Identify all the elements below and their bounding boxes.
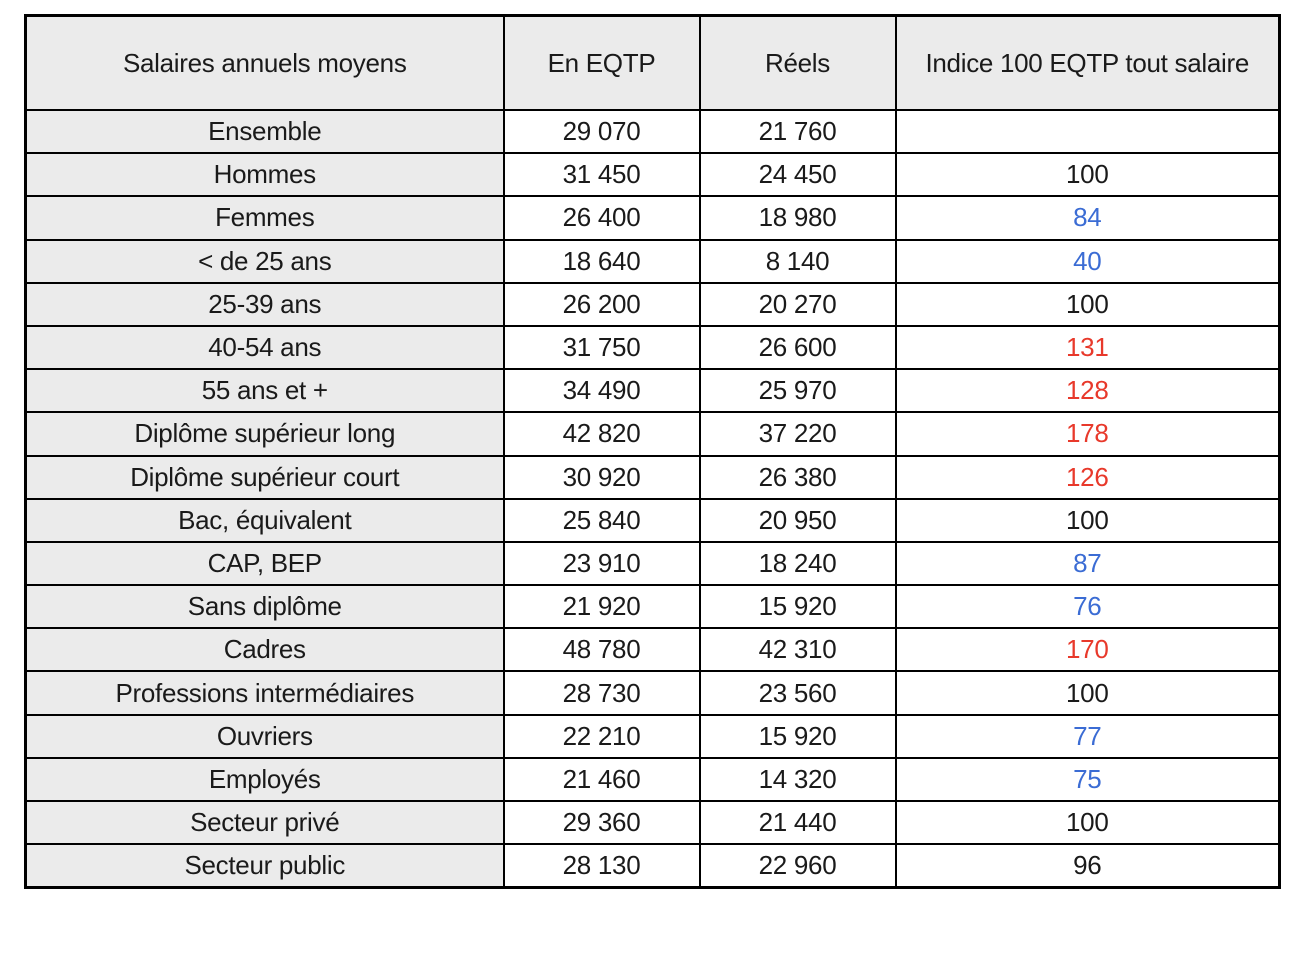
salary-table-container: Salaires annuels moyens En EQTP Réels In… xyxy=(24,14,1281,890)
indice-value: 87 xyxy=(894,540,1281,587)
table-row: 55 ans et + 34 490 25 970 128 xyxy=(24,368,1281,414)
eqtp-value: 18 640 xyxy=(502,238,701,284)
table-row: 25-39 ans 26 200 20 270 100 xyxy=(24,281,1281,327)
indice-value: 96 xyxy=(894,843,1281,889)
indice-value: 75 xyxy=(894,756,1281,803)
row-label: 25-39 ans xyxy=(24,281,505,327)
table-row: Diplôme supérieur long 42 820 37 220 178 xyxy=(24,411,1281,457)
column-header-reels: Réels xyxy=(698,14,897,111)
row-label: < de 25 ans xyxy=(24,238,505,284)
reels-value: 18 240 xyxy=(698,540,897,587)
row-label: 55 ans et + xyxy=(24,368,505,414)
eqtp-value: 29 360 xyxy=(502,799,701,846)
reels-value: 21 760 xyxy=(698,108,897,155)
eqtp-value: 42 820 xyxy=(502,411,701,457)
reels-value: 15 920 xyxy=(698,584,897,630)
reels-value: 20 950 xyxy=(698,497,897,543)
eqtp-value: 28 130 xyxy=(502,843,701,889)
row-label: Professions intermédiaires xyxy=(24,670,505,716)
row-label: 40-54 ans xyxy=(24,324,505,371)
indice-value: 100 xyxy=(894,799,1281,846)
reels-value: 23 560 xyxy=(698,670,897,716)
row-label: Ensemble xyxy=(24,108,505,155)
reels-value: 42 310 xyxy=(698,627,897,673)
table-row: Diplôme supérieur court 30 920 26 380 12… xyxy=(24,454,1281,500)
row-label: Diplôme supérieur long xyxy=(24,411,505,457)
eqtp-value: 25 840 xyxy=(502,497,701,543)
eqtp-value: 29 070 xyxy=(502,108,701,155)
table-row: Professions intermédiaires 28 730 23 560… xyxy=(24,670,1281,716)
indice-value: 131 xyxy=(894,324,1281,371)
indice-value: 100 xyxy=(894,152,1281,198)
indice-value: 100 xyxy=(894,670,1281,716)
eqtp-value: 34 490 xyxy=(502,368,701,414)
indice-value: 77 xyxy=(894,713,1281,759)
table-row: 40-54 ans 31 750 26 600 131 xyxy=(24,324,1281,371)
indice-value: 126 xyxy=(894,454,1281,500)
reels-value: 8 140 xyxy=(698,238,897,284)
table-row: Hommes 31 450 24 450 100 xyxy=(24,152,1281,198)
row-label: Employés xyxy=(24,756,505,803)
indice-value: 84 xyxy=(894,195,1281,241)
reels-value: 37 220 xyxy=(698,411,897,457)
row-label: Secteur privé xyxy=(24,799,505,846)
indice-value: 178 xyxy=(894,411,1281,457)
eqtp-value: 26 400 xyxy=(502,195,701,241)
eqtp-value: 48 780 xyxy=(502,627,701,673)
indice-value: 170 xyxy=(894,627,1281,673)
reels-value: 21 440 xyxy=(698,799,897,846)
indice-value: 128 xyxy=(894,368,1281,414)
table-row: Secteur public 28 130 22 960 96 xyxy=(24,843,1281,889)
table-row: Cadres 48 780 42 310 170 xyxy=(24,627,1281,673)
eqtp-value: 21 460 xyxy=(502,756,701,803)
eqtp-value: 31 750 xyxy=(502,324,701,371)
eqtp-value: 23 910 xyxy=(502,540,701,587)
table-row: Sans diplôme 21 920 15 920 76 xyxy=(24,584,1281,630)
row-label: Cadres xyxy=(24,627,505,673)
table-row: < de 25 ans 18 640 8 140 40 xyxy=(24,238,1281,284)
column-header-eqtp: En EQTP xyxy=(502,14,701,111)
row-label: Sans diplôme xyxy=(24,584,505,630)
indice-value: 40 xyxy=(894,238,1281,284)
row-label: Secteur public xyxy=(24,843,505,889)
reels-value: 26 380 xyxy=(698,454,897,500)
row-label: Bac, équivalent xyxy=(24,497,505,543)
eqtp-value: 28 730 xyxy=(502,670,701,716)
table-row: CAP, BEP 23 910 18 240 87 xyxy=(24,540,1281,587)
reels-value: 15 920 xyxy=(698,713,897,759)
table-row: Ouvriers 22 210 15 920 77 xyxy=(24,713,1281,759)
eqtp-value: 21 920 xyxy=(502,584,701,630)
reels-value: 25 970 xyxy=(698,368,897,414)
reels-value: 18 980 xyxy=(698,195,897,241)
column-header-indice: Indice 100 EQTP tout salaire xyxy=(894,14,1281,111)
row-label: Diplôme supérieur court xyxy=(24,454,505,500)
eqtp-value: 31 450 xyxy=(502,152,701,198)
table-row: Secteur privé 29 360 21 440 100 xyxy=(24,799,1281,846)
reels-value: 24 450 xyxy=(698,152,897,198)
indice-value: 76 xyxy=(894,584,1281,630)
reels-value: 20 270 xyxy=(698,281,897,327)
table-row: Femmes 26 400 18 980 84 xyxy=(24,195,1281,241)
eqtp-value: 30 920 xyxy=(502,454,701,500)
reels-value: 26 600 xyxy=(698,324,897,371)
eqtp-value: 22 210 xyxy=(502,713,701,759)
table-row: Bac, équivalent 25 840 20 950 100 xyxy=(24,497,1281,543)
row-label: Ouvriers xyxy=(24,713,505,759)
indice-value: 100 xyxy=(894,497,1281,543)
row-label: Femmes xyxy=(24,195,505,241)
reels-value: 14 320 xyxy=(698,756,897,803)
indice-value xyxy=(894,108,1281,155)
row-label: CAP, BEP xyxy=(24,540,505,587)
table-row: Ensemble 29 070 21 760 xyxy=(24,108,1281,155)
row-label: Hommes xyxy=(24,152,505,198)
column-header-label: Salaires annuels moyens xyxy=(24,14,505,111)
header-row: Salaires annuels moyens En EQTP Réels In… xyxy=(24,14,1281,111)
indice-value: 100 xyxy=(894,281,1281,327)
eqtp-value: 26 200 xyxy=(502,281,701,327)
reels-value: 22 960 xyxy=(698,843,897,889)
table-row: Employés 21 460 14 320 75 xyxy=(24,756,1281,803)
salary-table: Salaires annuels moyens En EQTP Réels In… xyxy=(24,14,1281,890)
